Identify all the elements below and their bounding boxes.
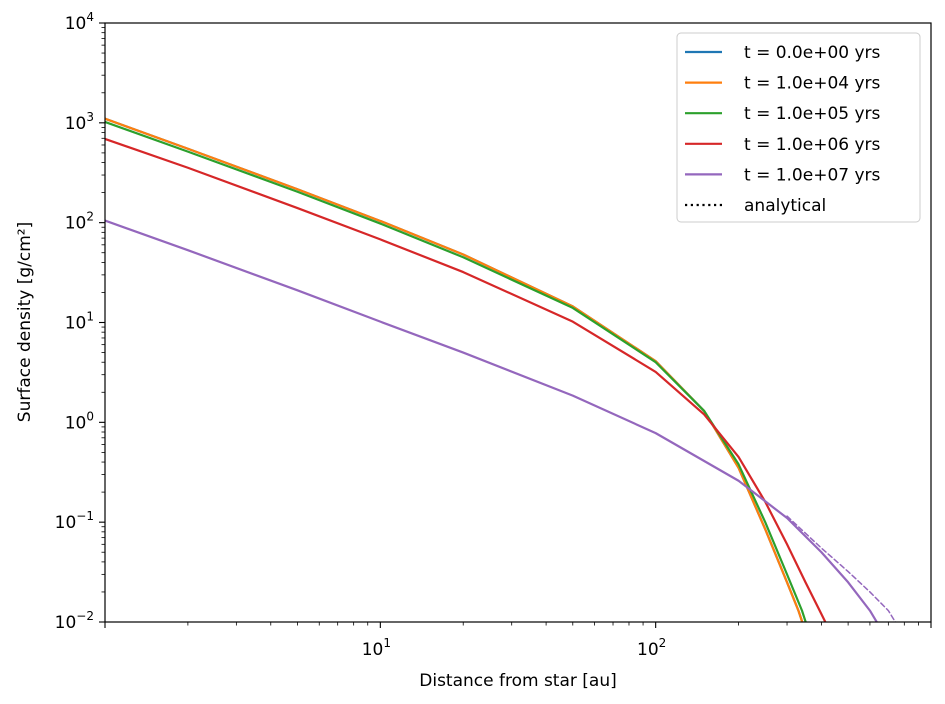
legend-box [676,32,921,223]
x-tick-label-0-base: 10 [362,640,384,660]
x-tick-label-1-base: 10 [637,640,659,660]
y-tick-label-1: 10−1 [55,509,94,533]
x-tick-label-0: 101 [362,636,391,660]
x-axis: 101 102 [104,622,932,660]
series-line-4 [105,219,879,622]
y-tick-label-5-exp: 3 [86,110,94,124]
x-tick-label-1: 102 [637,636,666,660]
legend-label-3: t = 1.0e+06 yrs [744,135,881,155]
series-layer [105,117,897,622]
y-tick-label-5-base: 10 [65,114,87,134]
legend-label-1: t = 1.0e+04 yrs [744,74,881,94]
series-line-5 [786,515,897,622]
y-tick-label-1-exp: −1 [76,509,94,523]
y-tick-label-3: 101 [65,310,94,334]
y-tick-label-3-exp: 1 [86,310,94,324]
x-tick-label-0-exp: 1 [383,636,391,650]
y-tick-label-0-exp: −2 [76,609,94,623]
y-tick-label-0: 10−2 [55,609,94,633]
y-axis-label: Surface density [g/cm²] [15,222,35,422]
y-tick-label-6-exp: 4 [86,10,94,24]
y-tick-label-6: 104 [65,10,94,34]
legend: t = 0.0e+00 yrs t = 1.0e+04 yrs t = 1.0e+0… [676,32,921,223]
y-tick-label-5: 103 [65,110,94,134]
y-tick-label-4-exp: 2 [86,210,94,224]
y-tick-label-3-base: 10 [65,314,87,334]
series-line-3 [105,137,827,622]
x-axis-label: Distance from star [au] [419,671,617,691]
y-tick-label-2: 100 [65,409,94,433]
y-tick-label-4: 102 [65,210,94,234]
legend-label-2: t = 1.0e+05 yrs [744,104,881,124]
y-tick-label-1-base: 10 [55,513,77,533]
legend-label-5: analytical [744,196,826,216]
y-tick-label-2-base: 10 [65,413,87,433]
series-line-2 [105,120,807,622]
y-tick-label-2-exp: 0 [86,409,94,423]
x-tick-label-1-exp: 2 [659,636,667,650]
legend-label-4: t = 1.0e+07 yrs [744,165,881,185]
y-tick-label-0-base: 10 [55,613,77,633]
y-tick-label-4-base: 10 [65,214,87,234]
y-tick-label-6-base: 10 [65,14,87,34]
legend-label-0: t = 0.0e+00 yrs [744,43,881,63]
